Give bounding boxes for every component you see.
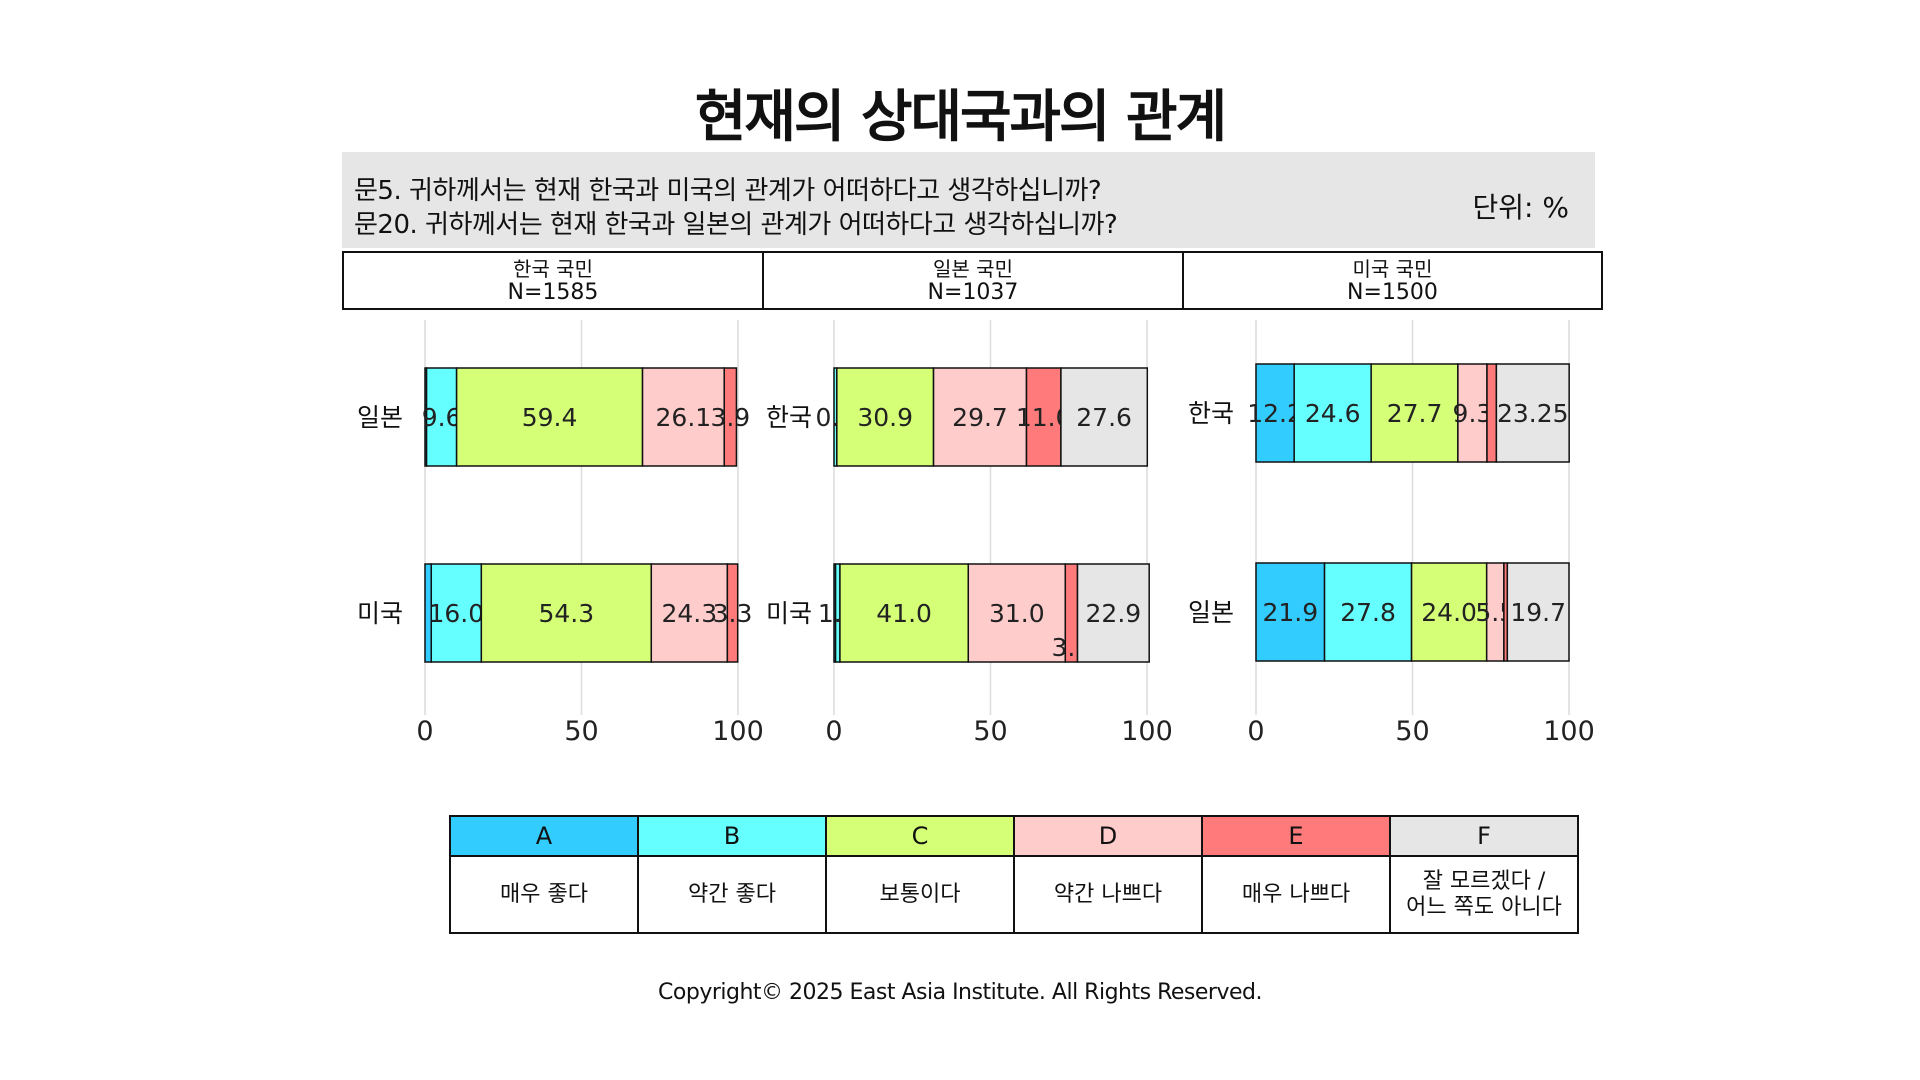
bar-value-label: 9.6 <box>422 403 462 432</box>
copyright-text: Copyright© 2025 East Asia Institute. All… <box>658 980 1262 1005</box>
bar-value-label: 16.0 <box>428 599 484 628</box>
bar-segment <box>1506 562 1570 662</box>
x-tick-label: 100 <box>1121 716 1173 747</box>
x-tick-label: 0 <box>1247 716 1264 747</box>
legend-label-c: 보통이다 <box>825 855 1015 934</box>
legend-label-d: 약간 나쁘다 <box>1013 855 1203 934</box>
panel-header-korea: 한국 국민 N=1585 <box>342 251 764 310</box>
row-label: 일본 <box>1188 598 1234 627</box>
bar-segment <box>430 563 483 663</box>
question-box: 문5. 귀하께서는 현재 한국과 미국의 관계가 어떠하다고 생각하십니까? 문… <box>342 152 1595 248</box>
x-tick-label: 0 <box>416 716 433 747</box>
bar-segment <box>1457 363 1488 463</box>
bar-value-label: 27.7 <box>1387 399 1443 428</box>
bar-value-label: 54.3 <box>538 599 594 628</box>
row-label: 한국 <box>766 403 812 432</box>
stacked-bar-chart: 0 50 100 일본 9.6 59.4 26.1 3.9 미국 16.0 54.3 24.33.3 0… <box>357 320 1595 747</box>
bar-value-label: 3.3 <box>713 599 753 628</box>
bar-segment <box>1323 562 1413 662</box>
panel-sample-size: N=1037 <box>927 280 1019 305</box>
legend-code-c: C <box>825 815 1015 857</box>
x-tick-label: 0 <box>825 716 842 747</box>
bar-segment <box>641 367 725 467</box>
bar-segment <box>1293 363 1372 463</box>
bar-segment <box>1410 562 1488 662</box>
bar-value-label: 3.9 <box>710 403 750 432</box>
bar-value-label: 9.3 <box>1453 399 1493 428</box>
bar-value-label: 26.1 <box>656 403 712 432</box>
bar-value-label: 24.3 <box>661 599 717 628</box>
bar-segment <box>1076 563 1150 663</box>
bar-segment <box>836 367 935 467</box>
x-tick-label: 100 <box>712 716 764 747</box>
bar-segment <box>480 563 653 663</box>
bar-value-label: 21.9 <box>1262 598 1318 627</box>
bar-value-label: 31.0 <box>989 599 1045 628</box>
bar-segment <box>1025 367 1062 467</box>
panel-name: 일본 국민 <box>933 257 1013 281</box>
legend-code-d: D <box>1013 815 1203 857</box>
legend-label-e: 매우 나쁘다 <box>1201 855 1391 934</box>
chart-title: 현재의 상대국과의 관계 <box>694 85 1227 150</box>
bar-value-label: 24.0 <box>1421 598 1477 627</box>
row-label: 한국 <box>1188 399 1234 428</box>
bar-value-label: 22.9 <box>1086 599 1142 628</box>
bar-value-label: 41.0 <box>876 599 932 628</box>
bar-value-label: 27.6 <box>1076 403 1132 432</box>
legend-code-f: F <box>1389 815 1579 857</box>
row-label: 미국 <box>357 599 403 628</box>
legend-code-b: B <box>637 815 827 857</box>
panel-sample-size: N=1585 <box>507 280 599 305</box>
bar-value-label: 23.25 <box>1497 399 1569 428</box>
bar-value-label: 19.7 <box>1510 598 1566 627</box>
bar-segment <box>723 367 738 467</box>
bar-value-label: 24.6 <box>1305 399 1361 428</box>
panel-name: 한국 국민 <box>513 257 593 281</box>
bar-segment <box>726 563 739 663</box>
panel-name: 미국 국민 <box>1352 257 1433 281</box>
legend-label-b: 약간 좋다 <box>637 855 827 934</box>
x-tick-label: 50 <box>564 716 598 747</box>
bar-segment <box>967 563 1067 663</box>
legend-label-a: 매우 좋다 <box>449 855 639 934</box>
bar-segment <box>650 563 729 663</box>
x-tick-label: 100 <box>1543 716 1595 747</box>
legend-table: A B C D E F 매우 좋다 약간 좋다 보통이다 약간 나쁘다 매우 나… <box>449 815 1579 934</box>
question-line-2: 문20. 귀하께서는 현재 한국과 일본의 관계가 어떠하다고 생각하십니까? <box>354 210 1118 240</box>
panel-header-usa: 미국 국민 N=1500 <box>1182 251 1603 310</box>
bar-value-label: 30.9 <box>857 403 913 432</box>
bar-segment <box>1495 363 1570 463</box>
unit-label: 단위: % <box>1472 191 1569 224</box>
legend-code-e: E <box>1201 815 1391 857</box>
row-label: 미국 <box>766 599 812 628</box>
row-label: 일본 <box>357 403 403 432</box>
legend-code-a: A <box>449 815 639 857</box>
bar-value-label: 59.4 <box>522 403 578 432</box>
bar-segment <box>932 367 1028 467</box>
bar-segment <box>1486 363 1498 463</box>
bar-value-label: 27.8 <box>1340 598 1396 627</box>
bar-segment <box>425 367 458 467</box>
x-tick-label: 50 <box>973 716 1007 747</box>
bar-segment <box>1370 363 1459 463</box>
panel-sample-size: N=1500 <box>1347 280 1438 305</box>
legend-label-f: 잘 모르겠다 / 어느 쪽도 아니다 <box>1389 855 1579 934</box>
bar-segment <box>1060 367 1149 467</box>
x-tick-label: 50 <box>1395 716 1429 747</box>
question-line-1: 문5. 귀하께서는 현재 한국과 미국의 관계가 어떠하다고 생각하십니까? <box>354 176 1102 206</box>
bar-value-label: 29.7 <box>952 403 1008 432</box>
